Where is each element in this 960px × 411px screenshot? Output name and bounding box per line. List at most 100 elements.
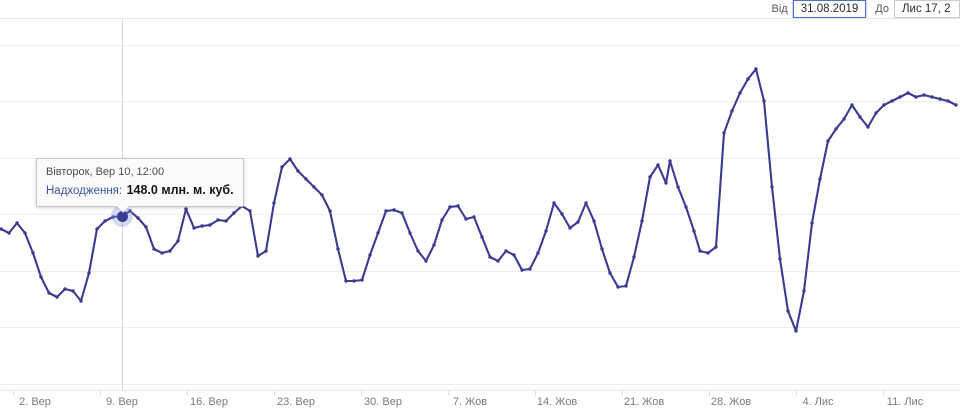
data-point[interactable] bbox=[746, 77, 750, 81]
data-point[interactable] bbox=[336, 247, 340, 251]
data-point[interactable] bbox=[368, 253, 372, 257]
data-point[interactable] bbox=[55, 295, 59, 299]
data-point[interactable] bbox=[504, 249, 508, 253]
data-point[interactable] bbox=[624, 284, 628, 288]
data-point[interactable] bbox=[0, 227, 3, 231]
data-point[interactable] bbox=[288, 157, 292, 161]
data-point[interactable] bbox=[168, 249, 172, 253]
data-point[interactable] bbox=[834, 127, 838, 131]
data-point[interactable] bbox=[608, 271, 612, 275]
data-point[interactable] bbox=[754, 67, 758, 71]
data-point[interactable] bbox=[714, 245, 718, 249]
data-point[interactable] bbox=[432, 243, 436, 247]
data-point[interactable] bbox=[376, 231, 380, 235]
data-point[interactable] bbox=[850, 103, 854, 107]
data-point[interactable] bbox=[264, 249, 268, 253]
data-point[interactable] bbox=[320, 193, 324, 197]
data-point[interactable] bbox=[866, 125, 870, 129]
data-point[interactable] bbox=[858, 115, 862, 119]
data-point[interactable] bbox=[416, 249, 420, 253]
data-point[interactable] bbox=[684, 205, 688, 209]
data-point[interactable] bbox=[640, 219, 644, 223]
data-point[interactable] bbox=[668, 159, 672, 163]
data-point[interactable] bbox=[456, 204, 460, 208]
data-point[interactable] bbox=[930, 95, 934, 99]
data-point[interactable] bbox=[600, 247, 604, 251]
date-from-input[interactable]: 31.08.2019 bbox=[792, 0, 867, 18]
data-point[interactable] bbox=[890, 99, 894, 103]
data-point[interactable] bbox=[480, 235, 484, 239]
data-point[interactable] bbox=[616, 285, 620, 289]
data-point[interactable] bbox=[136, 216, 140, 220]
data-point[interactable] bbox=[272, 201, 276, 205]
chart-plot-area[interactable]: Вівторок, Вер 10, 12:00 Надходження: 148… bbox=[0, 18, 960, 391]
data-point[interactable] bbox=[938, 97, 942, 101]
data-point[interactable] bbox=[762, 99, 766, 103]
data-point[interactable] bbox=[128, 209, 132, 213]
data-point[interactable] bbox=[344, 279, 348, 283]
data-point[interactable] bbox=[39, 275, 43, 279]
data-point[interactable] bbox=[898, 95, 902, 99]
highlighted-data-point[interactable] bbox=[116, 210, 128, 222]
data-point[interactable] bbox=[95, 227, 99, 231]
data-point[interactable] bbox=[914, 95, 918, 99]
data-point[interactable] bbox=[328, 209, 332, 213]
data-point[interactable] bbox=[184, 207, 188, 211]
data-point[interactable] bbox=[954, 103, 958, 107]
data-point[interactable] bbox=[826, 139, 830, 143]
data-point[interactable] bbox=[408, 231, 412, 235]
data-point[interactable] bbox=[568, 226, 572, 230]
data-point[interactable] bbox=[738, 91, 742, 95]
data-point[interactable] bbox=[448, 205, 452, 209]
data-point[interactable] bbox=[312, 185, 316, 189]
data-point[interactable] bbox=[23, 231, 27, 235]
data-point[interactable] bbox=[15, 221, 19, 225]
data-point[interactable] bbox=[706, 251, 710, 255]
data-point[interactable] bbox=[71, 289, 75, 293]
data-point[interactable] bbox=[818, 177, 822, 181]
data-point[interactable] bbox=[7, 231, 11, 235]
data-point[interactable] bbox=[352, 279, 356, 283]
data-point[interactable] bbox=[384, 209, 388, 213]
data-point[interactable] bbox=[698, 249, 702, 253]
data-point[interactable] bbox=[874, 111, 878, 115]
data-point[interactable] bbox=[520, 268, 524, 272]
data-point[interactable] bbox=[160, 251, 164, 255]
data-point[interactable] bbox=[424, 259, 428, 263]
data-point[interactable] bbox=[576, 220, 580, 224]
data-point[interactable] bbox=[770, 185, 774, 189]
data-point[interactable] bbox=[200, 224, 204, 228]
data-point[interactable] bbox=[664, 181, 668, 185]
data-point[interactable] bbox=[786, 309, 790, 313]
data-point[interactable] bbox=[144, 225, 148, 229]
data-point[interactable] bbox=[946, 99, 950, 103]
data-point[interactable] bbox=[496, 259, 500, 263]
data-point[interactable] bbox=[392, 208, 396, 212]
data-point[interactable] bbox=[802, 289, 806, 293]
data-point[interactable] bbox=[676, 185, 680, 189]
data-point[interactable] bbox=[632, 255, 636, 259]
data-point[interactable] bbox=[692, 229, 696, 233]
data-point[interactable] bbox=[103, 219, 107, 223]
data-point[interactable] bbox=[472, 215, 476, 219]
data-point[interactable] bbox=[63, 287, 67, 291]
data-point[interactable] bbox=[176, 239, 180, 243]
data-point[interactable] bbox=[296, 169, 300, 173]
data-point[interactable] bbox=[31, 251, 35, 255]
data-point[interactable] bbox=[528, 267, 532, 271]
data-point[interactable] bbox=[922, 93, 926, 97]
data-point[interactable] bbox=[232, 211, 236, 215]
data-point[interactable] bbox=[79, 299, 83, 303]
data-point[interactable] bbox=[47, 291, 51, 295]
data-point[interactable] bbox=[584, 201, 588, 205]
data-point[interactable] bbox=[111, 215, 115, 219]
data-point[interactable] bbox=[440, 218, 444, 222]
data-point[interactable] bbox=[778, 257, 782, 261]
data-point[interactable] bbox=[87, 271, 91, 275]
data-point[interactable] bbox=[400, 211, 404, 215]
data-point[interactable] bbox=[722, 131, 726, 135]
data-point[interactable] bbox=[842, 117, 846, 121]
data-point[interactable] bbox=[304, 177, 308, 181]
data-point[interactable] bbox=[280, 165, 284, 169]
data-point[interactable] bbox=[208, 223, 212, 227]
